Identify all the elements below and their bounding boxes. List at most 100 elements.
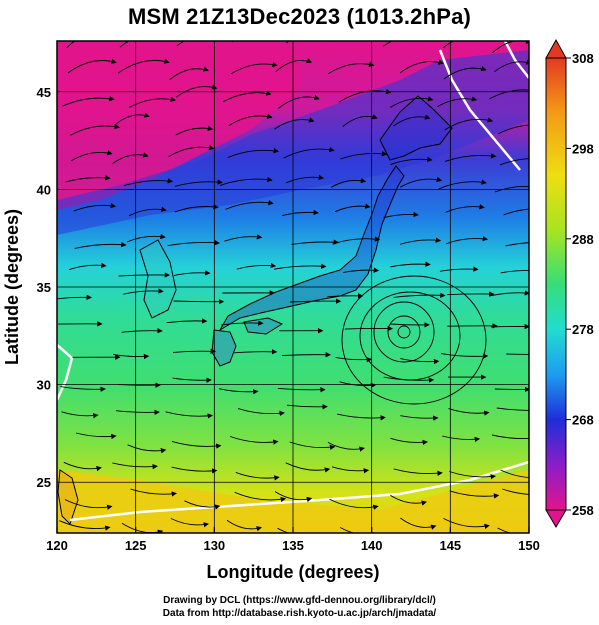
wind-streamline [400,415,439,421]
y-tick-label: 25 [37,475,51,490]
wind-streamline [390,437,428,446]
wind-streamline [330,177,367,188]
credit-drawing: Drawing by DCL (https://www.gfd-dennou.o… [163,595,436,606]
wind-streamline [224,234,263,242]
wind-streamline [439,266,479,272]
coastline-shikoku [243,317,284,335]
wind-streamline [383,41,393,47]
wind-streamline [289,441,336,450]
wind-streamline [71,150,113,162]
x-tick-label: 140 [361,538,383,553]
warm-air-region [57,470,529,533]
plot-frame [56,40,530,534]
wind-streamline [390,156,433,166]
wind-streamline [389,96,434,108]
wind-streamline [64,499,113,510]
wind-streamline [442,435,481,443]
x-tick-labels: 120 125 130 135 140 145 150 [46,538,540,553]
wind-streamline [399,59,444,74]
wind-streamline [287,404,328,410]
wind-streamline [291,239,339,245]
x-tick-label: 150 [518,538,540,553]
wind-streamline [393,114,431,127]
wind-streamline [121,522,164,533]
wind-streamline [113,353,150,360]
wind-streamline [275,58,313,73]
wind-streamline [176,41,186,47]
cyclone-streamlines [341,275,487,405]
coastline-honshu [218,165,405,332]
wind-streamline [69,262,107,271]
wind-streamline [443,518,490,530]
wind-streamline [171,466,218,474]
wind-streamline [393,468,443,476]
wind-streamline [65,175,111,183]
wind-streamline [227,148,279,158]
wind-streamline [289,298,342,304]
wind-streamline [274,117,315,130]
y-tick-label: 35 [37,280,51,295]
credits: Drawing by DCL (https://www.gfd-dennou.o… [0,594,599,620]
wind-streamline [123,288,164,295]
cold-air-region [57,41,300,210]
wind-streamline [173,270,211,276]
wind-streamline [445,235,488,245]
wind-streamline [57,294,92,300]
coastline-taiwan [57,469,79,525]
wind-streamline [219,388,259,395]
wind-streamline [449,490,500,499]
x-tick-label: 120 [46,538,68,553]
wind-streamline [494,59,529,73]
wind-streamline [114,112,150,126]
y-tick-label: 40 [37,182,51,197]
wind-streamline [234,491,287,503]
y-tick-label: 30 [37,378,51,393]
wind-streamline [443,41,455,48]
wind-streamline [112,152,149,164]
wind-streamline [286,174,325,184]
wind-streamline [184,500,221,510]
wind-streamline [383,376,435,383]
wind-streamline [343,267,380,273]
map-title: MSM 21Z13Dec2023 (1013.2hPa) [127,4,472,29]
colorbar-tick-label: 278 [572,322,594,337]
colorbar-body [545,57,567,511]
wind-streamline [128,206,167,217]
wind-streamline [62,95,115,107]
wind-streamline [438,179,487,190]
colorbar-tick-label: 288 [572,232,594,247]
x-tick-label: 145 [439,538,461,553]
wind-streamline [285,462,331,473]
wind-streamline [449,471,496,480]
wind-streamline [444,153,497,162]
wind-streamline [171,440,222,449]
wind-streamline [174,179,223,187]
wind-streamline [170,518,209,528]
wind-streamline [497,527,512,533]
wind-streamline [126,233,166,243]
wind-streamline [165,411,213,419]
wind-streamline [278,94,320,109]
wind-streamline [127,444,167,454]
wind-streamline [390,322,430,328]
wind-streamline [228,113,273,126]
wind-streamline [112,462,158,470]
wind-streamline [121,328,163,334]
wind-streamline [130,488,177,497]
wind-streamline [167,239,220,247]
wind-streamline [67,58,117,74]
white-contour-north [438,41,529,171]
lat-lon-grid [56,41,530,533]
wind-streamline [399,176,443,188]
wind-streamline [327,442,365,452]
wind-streamline [277,387,326,393]
wind-streamline [219,176,273,186]
wind-streamline [74,241,127,249]
coastline-korea [139,239,177,319]
y-axis-title: Latitude (degrees) [2,209,22,365]
wind-streamline [339,381,377,389]
wind-streamline [502,488,529,495]
wind-streamline [237,408,285,417]
wind-streamline [330,41,333,42]
